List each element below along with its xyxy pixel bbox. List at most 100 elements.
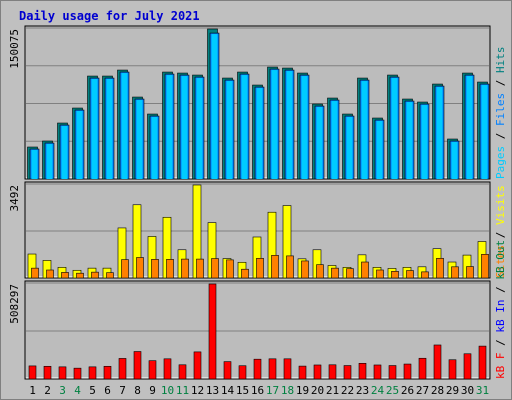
kb-f-bar (28, 365, 37, 380)
kb-f-bar (478, 345, 487, 380)
hits-files-pages-legend: Pages / Files / Hits (494, 47, 507, 180)
legend-item: kB Out (494, 240, 507, 280)
sites-bar (181, 258, 189, 279)
kb-f-bar (238, 365, 247, 380)
sites-bar (121, 259, 129, 279)
sites-bar (166, 259, 174, 279)
pages-bar (46, 144, 53, 179)
x-tick-label: 31 (476, 384, 489, 397)
kb-f-bar (178, 364, 187, 380)
kb-f-bar (328, 364, 337, 380)
sites-bar (61, 272, 69, 279)
hits-files-pages-panel: 150075 Pages / Files / Hits (8, 25, 507, 180)
x-tick-label: 2 (44, 384, 51, 397)
legend-separator: / (494, 73, 507, 93)
pages-bar (61, 126, 68, 179)
x-tick-label: 4 (74, 384, 81, 397)
pages-bar (466, 76, 473, 179)
x-tick-label: 6 (104, 384, 111, 397)
sites-bar (46, 269, 54, 279)
x-tick-label: 29 (446, 384, 459, 397)
pages-bar (241, 75, 248, 179)
legend-item: Files (494, 93, 507, 126)
sites-bar (211, 258, 219, 279)
sites-bar (391, 271, 399, 279)
kb-f-bar (148, 360, 157, 380)
pages-bar (211, 34, 218, 179)
pages-bar (376, 121, 383, 179)
x-tick-label: 28 (431, 384, 444, 397)
x-tick-label: 10 (161, 384, 174, 397)
pages-bar (136, 100, 143, 179)
x-tick-label: 25 (386, 384, 399, 397)
x-tick-label: 20 (311, 384, 324, 397)
kb-f-bar (403, 363, 412, 380)
legend-item: kB In (494, 300, 507, 333)
pages-bar (31, 150, 38, 179)
pages-bar (406, 102, 413, 179)
sites-bar (76, 272, 84, 279)
sites-bar (136, 257, 144, 279)
kb-f-bar (43, 365, 52, 380)
kb-f-bar (313, 364, 322, 380)
kb-f-bar (388, 365, 397, 380)
visits-sites-legend: Sites / Visits (494, 185, 507, 278)
kb-f-bar (418, 357, 427, 380)
x-tick-label: 11 (176, 384, 189, 397)
x-axis-labels: 1 2 3 4 5 6 7 8 9 10 11 12 13 14 15 16 17 18 19 20 21 22 23 24 2… (29, 384, 489, 397)
x-tick-label: 21 (326, 384, 339, 397)
sites-bar (361, 261, 369, 279)
pages-bar (196, 78, 203, 179)
sites-bar (226, 259, 234, 279)
x-tick-label: 26 (401, 384, 414, 397)
legend-separator: / (494, 126, 507, 146)
sites-bar (286, 255, 294, 279)
x-tick-label: 14 (221, 384, 235, 397)
pages-bar (481, 85, 488, 179)
x-tick-label: 27 (416, 384, 429, 397)
x-tick-label: 13 (206, 384, 219, 397)
kb-f-bar (448, 359, 457, 380)
kb-f-bar (283, 358, 292, 380)
kb-f-bar (208, 283, 217, 380)
sites-bar (241, 268, 249, 279)
x-tick-label: 9 (149, 384, 156, 397)
kbytes-legend: kB F / kB In / kB Out (494, 240, 507, 379)
x-tick-label: 17 (266, 384, 279, 397)
kb-f-bar (73, 367, 82, 380)
pages-bar (316, 107, 323, 179)
kb-f-bar (298, 365, 307, 380)
hits-files-pages-scale-label: 150075 (8, 29, 21, 69)
visits-sites-scale-label: 3492 (8, 185, 21, 212)
x-tick-label: 19 (296, 384, 309, 397)
x-tick-label: 18 (281, 384, 294, 397)
kb-f-bar (58, 366, 67, 380)
pages-bar (301, 76, 308, 179)
sites-bar (256, 257, 264, 279)
chart-title: Daily usage for July 2021 (19, 9, 200, 23)
sites-bar (301, 260, 309, 279)
pages-bar (331, 101, 338, 179)
x-tick-label: 3 (59, 384, 66, 397)
legend-separator: / (494, 333, 507, 353)
kb-f-bar (118, 358, 127, 380)
pages-bar (91, 79, 98, 179)
kb-f-bar (133, 351, 142, 380)
sites-bar (436, 257, 444, 279)
pages-bar (361, 81, 368, 179)
visits-sites-panel: 3492 Sites / Visits (8, 181, 507, 279)
kbytes-scale-label: 508297 (8, 284, 21, 324)
pages-bar (151, 117, 158, 179)
kb-f-bar (358, 363, 367, 380)
x-tick-label: 24 (371, 384, 385, 397)
kb-f-bar (433, 344, 442, 380)
sites-bar (346, 268, 354, 279)
sites-bar (481, 253, 489, 279)
pages-bar (166, 75, 173, 179)
sites-bar (106, 272, 114, 279)
legend-separator: / (494, 225, 507, 245)
pages-bar (451, 142, 458, 179)
pages-bar (106, 79, 113, 179)
